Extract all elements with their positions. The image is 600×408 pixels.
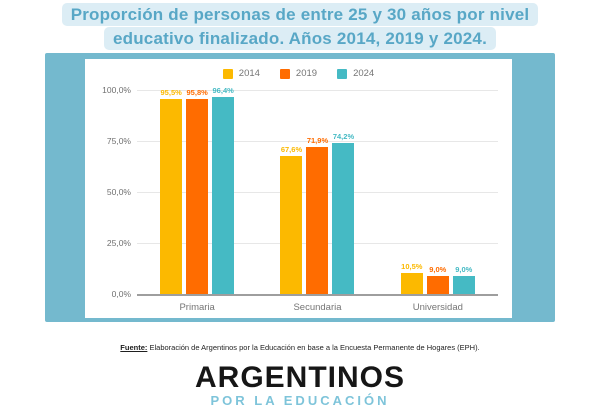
source-note: Fuente: Elaboración de Argentinos por la…: [0, 343, 600, 352]
bar-universidad-2014: 10,5%: [400, 262, 423, 294]
logo-text-por-la-educacion: POR LA EDUCACIÓN: [210, 393, 390, 408]
bar-rect: [426, 275, 449, 294]
source-text: Elaboración de Argentinos por la Educaci…: [147, 343, 480, 352]
bar-rect: [186, 98, 209, 294]
bar-rect: [306, 147, 329, 294]
y-axis-tick: 50,0%: [106, 187, 131, 197]
bar-universidad-2019: 9,0%: [426, 265, 449, 294]
bar-group-primaria: 95,5% 95,8% 96,4%: [137, 86, 257, 294]
bar-group-secundaria: 67,6% 71,9% 74,2%: [257, 90, 377, 294]
bar-value-label: 95,5%: [160, 88, 182, 98]
legend-swatch-icon: [279, 68, 290, 79]
title-line-2: educativo finalizado. Años 2014, 2019 y …: [0, 27, 600, 51]
legend-label: 2014: [238, 68, 260, 79]
bar-universidad-2024: 9,0%: [452, 265, 475, 294]
bar-value-label: 71,9%: [306, 136, 329, 146]
bar-value-label: 10,5%: [401, 261, 423, 271]
gridline: [137, 141, 498, 142]
chart-title: Proporción de personas de entre 25 y 30 …: [0, 3, 600, 51]
bar-value-label: 9,0%: [455, 264, 473, 274]
bar-rect: [280, 156, 303, 294]
x-axis-label-universidad: Universidad: [412, 302, 463, 313]
bar-rect: [212, 97, 235, 294]
bar-primaria-2024: 96,4%: [212, 86, 235, 294]
bar-secundaria-2019: 71,9%: [306, 136, 329, 294]
chart-card: 2014 2019 2024 95,5% 95,8% 96,4% 67,6% 71,9% 74…: [45, 53, 555, 322]
legend-item-2019: 2019: [279, 68, 318, 79]
bar-secundaria-2024: 74,2%: [332, 132, 355, 294]
source-label: Fuente:: [120, 343, 148, 352]
legend-label: 2024: [353, 68, 375, 79]
bar-value-label: 67,6%: [280, 145, 303, 155]
bar-value-label: 74,2%: [332, 131, 355, 141]
legend-item-2024: 2024: [337, 68, 374, 79]
plot-area: 95,5% 95,8% 96,4% 67,6% 71,9% 74,2% 10,5% 9,0% 9…: [137, 86, 498, 296]
y-axis-tick: 75,0%: [106, 136, 131, 146]
y-axis-tick: 0,0%: [111, 289, 131, 299]
bar-value-label: 95,8%: [186, 87, 208, 97]
bar-rect: [452, 275, 475, 294]
bar-rect: [332, 142, 355, 294]
title-line-1: Proporción de personas de entre 25 y 30 …: [0, 3, 600, 27]
x-axis-labels: Primaria Secundaria Universidad: [137, 302, 498, 313]
legend-item-2014: 2014: [222, 68, 260, 79]
title-line-1-text: Proporción de personas de entre 25 y 30 …: [61, 3, 539, 26]
chart-panel: 2014 2019 2024 95,5% 95,8% 96,4% 67,6% 71,9% 74…: [85, 59, 512, 318]
title-line-2-text: educativo finalizado. Años 2014, 2019 y …: [103, 27, 497, 50]
legend-label: 2019: [295, 68, 318, 79]
bar-groups: 95,5% 95,8% 96,4% 67,6% 71,9% 74,2% 10,5% 9,0% 9…: [137, 86, 498, 294]
bar-rect: [400, 272, 423, 294]
y-axis-tick: 100,0%: [102, 85, 131, 95]
bar-group-universidad: 10,5% 9,0% 9,0%: [378, 90, 498, 294]
x-axis-label-secundaria: Secundaria: [293, 302, 342, 313]
legend-swatch-icon: [337, 68, 348, 79]
y-axis-tick: 25,0%: [106, 238, 131, 248]
bar-secundaria-2014: 67,6%: [280, 145, 303, 294]
logo: ARGENTINOS POR LA EDUCACIÓN: [0, 362, 600, 408]
gridline: [137, 90, 498, 91]
bar-primaria-2019: 95,8%: [186, 88, 209, 294]
legend-swatch-icon: [222, 68, 233, 79]
x-axis-label-primaria: Primaria: [179, 302, 215, 313]
bar-value-label: 9,0%: [429, 264, 447, 274]
logo-text-argentinos: ARGENTINOS: [194, 361, 405, 394]
bar-rect: [160, 99, 183, 294]
bar-value-label: 96,4%: [212, 86, 234, 96]
chart-legend: 2014 2019 2024: [85, 68, 512, 79]
bar-primaria-2014: 95,5%: [160, 88, 183, 294]
